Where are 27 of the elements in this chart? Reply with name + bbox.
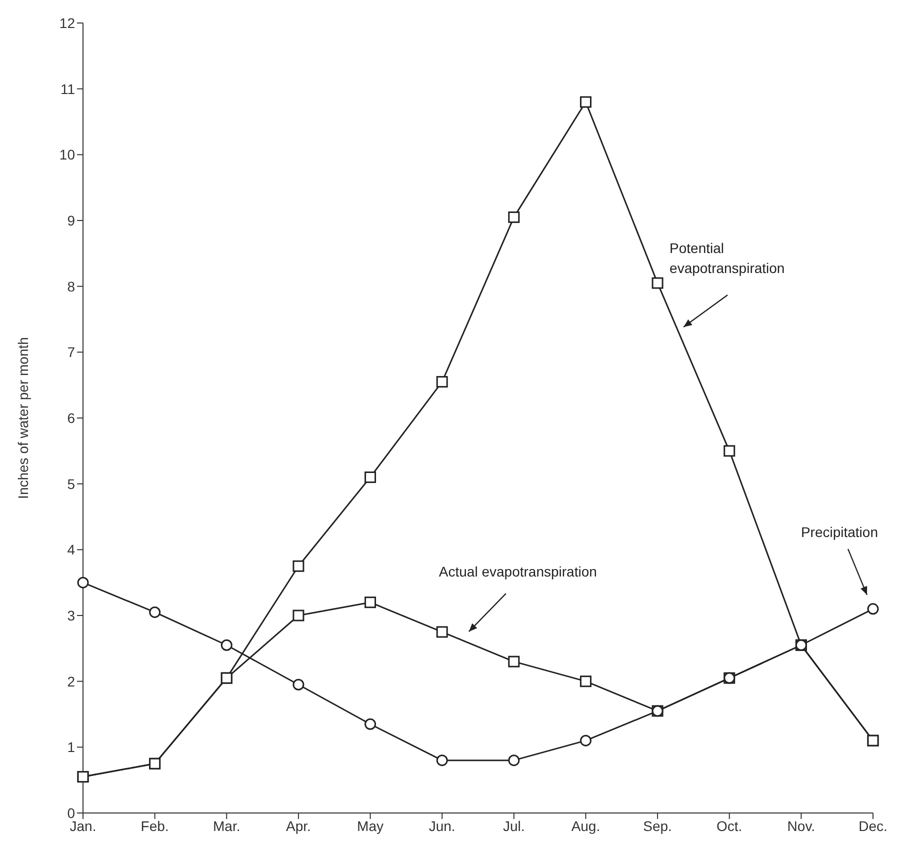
y-tick-label: 2 — [67, 673, 76, 690]
x-tick-label: Feb. — [140, 818, 169, 834]
y-tick-label: 8 — [67, 278, 76, 294]
x-tick-label: May — [357, 818, 384, 834]
y-tick-label: 7 — [67, 344, 76, 360]
y-tick-label: 6 — [67, 410, 76, 426]
text: Actual evapotranspiration — [438, 564, 597, 580]
x-tick-label: Jul. — [503, 818, 525, 834]
y-tick-label: 5 — [67, 476, 76, 492]
y-tick-label: 12 — [59, 14, 76, 31]
x-tick-label: Oct. — [716, 818, 742, 834]
x-tick-label: Apr. — [286, 818, 311, 834]
x-tick-label: Sep. — [643, 818, 672, 834]
series-label: Potential evapotranspiration — [670, 240, 785, 276]
y-tick-label: 11 — [60, 80, 76, 97]
x-tick-label: Dec. — [858, 818, 888, 834]
y-tick-label: 9 — [67, 212, 76, 228]
y-tick-label: 10 — [59, 146, 76, 163]
x-tick-label: Nov. — [787, 818, 816, 834]
y-axis-title: Inches of water per month — [14, 337, 31, 499]
x-tick-label: Jun. — [428, 818, 456, 834]
y-tick-label: 3 — [67, 607, 76, 624]
x-tick-label: Aug. — [571, 818, 600, 834]
x-tick-label: Mar. — [213, 818, 240, 834]
y-tick-label: 1 — [67, 739, 76, 756]
text: Precipitation — [800, 524, 878, 540]
y-tick-label: 4 — [67, 542, 76, 558]
